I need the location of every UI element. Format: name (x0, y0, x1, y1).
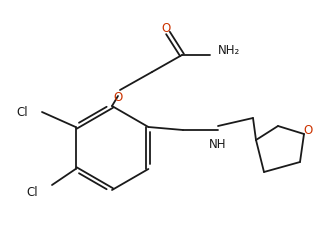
Text: Cl: Cl (26, 185, 38, 199)
Text: O: O (161, 21, 171, 35)
Text: Cl: Cl (16, 106, 28, 118)
Text: O: O (303, 124, 313, 137)
Text: O: O (114, 90, 123, 103)
Text: NH: NH (209, 138, 227, 151)
Text: NH₂: NH₂ (218, 43, 240, 56)
